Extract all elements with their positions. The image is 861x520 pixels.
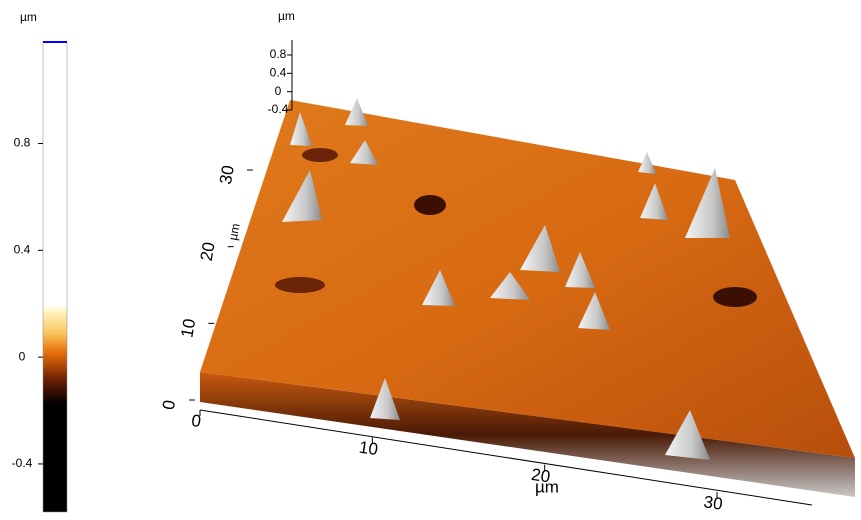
surface [200,98,855,497]
y-axis-tick-label: 10 [177,317,199,339]
z-axis-tick-label: 0.4 [270,66,287,80]
pit [414,195,446,215]
y-axis-tick-label: 30 [216,164,238,186]
colorbar-tick-label: -0.4 [12,456,33,470]
y-axis-unit: µm [226,222,243,241]
colorbar: µm [20,10,67,512]
colorbar-tick-label: 0.4 [14,242,31,256]
peak [638,152,656,174]
colorbar-unit: µm [20,10,37,24]
x-axis-tick-label: 30 [702,492,723,513]
z-axis-tick-label: -0.4 [268,102,289,116]
colorbar-tick-label: 0.8 [14,136,31,150]
pit [713,287,757,307]
z-axis-tick-label: 0.8 [270,47,287,61]
afm-figure: µm µm µm µm 0.80.40-0.40.80.40-0.4010203… [0,0,861,515]
colorbar-tick-label: 0 [19,349,26,363]
pit [302,148,338,162]
x-axis-tick-label: 20 [530,465,551,486]
y-axis-tick-label: 20 [197,241,219,263]
z-axis-unit: µm [278,9,295,23]
y-axis-tick-label: 0 [159,399,179,412]
z-axis-tick-label: 0 [275,84,282,98]
colorbar-fill [43,42,67,512]
pit [275,277,325,293]
x-axis-tick-label: 0 [190,411,202,431]
x-axis-tick-label: 10 [358,438,379,459]
